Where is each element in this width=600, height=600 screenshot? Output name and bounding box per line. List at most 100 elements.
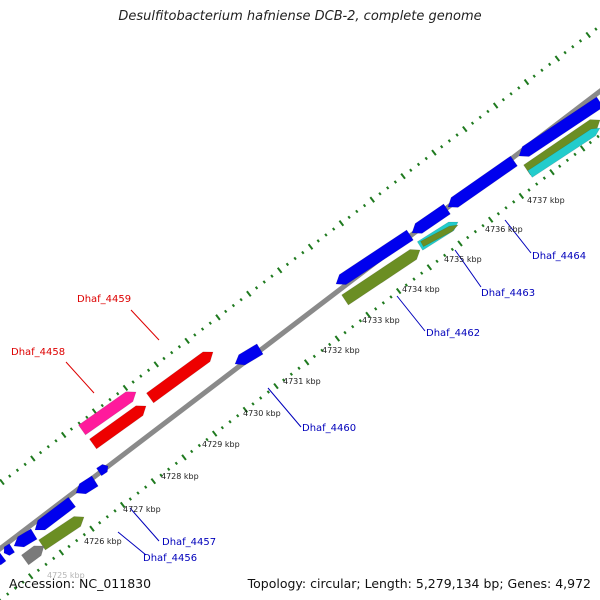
outer-tick: [517, 86, 521, 90]
outer-tick: [386, 186, 390, 190]
inner-tick: [351, 324, 355, 329]
inner-tick: [558, 164, 562, 168]
scale-label: 4727 kbp: [123, 505, 161, 514]
gene-label-dhaf-4456[interactable]: Dhaf_4456: [143, 553, 198, 564]
outer-tick: [571, 45, 575, 49]
label-connector: [504, 219, 532, 254]
scale-label: 4729 kbp: [202, 440, 240, 449]
inner-tick: [334, 335, 341, 342]
inner-tick: [565, 158, 570, 163]
gene-arrow-dhaf-4456: [21, 545, 45, 566]
inner-tick: [159, 473, 163, 477]
inner-tick: [535, 182, 539, 186]
gene-arrow: [527, 127, 600, 178]
outer-tick: [447, 139, 452, 143]
outer-tick: [170, 350, 174, 355]
scale-label: 4731 kbp: [283, 377, 321, 386]
outer-tick: [393, 180, 398, 184]
outer-tick: [416, 162, 421, 167]
outer-tick: [69, 427, 74, 431]
outer-tick: [8, 474, 12, 478]
outer-tick: [246, 290, 252, 297]
inner-tick: [374, 307, 378, 311]
inner-tick: [67, 544, 71, 549]
outer-tick: [54, 439, 58, 443]
scale-label: 4736 kbp: [485, 225, 523, 234]
outer-tick: [262, 280, 266, 284]
gene-arrow: [34, 496, 77, 531]
scale-label: 4734 kbp: [402, 285, 440, 294]
outer-tick: [276, 267, 283, 274]
scale-label: 4725 kbp: [47, 571, 85, 580]
scale-label: 4737 kbp: [527, 196, 565, 205]
outer-tick: [424, 156, 428, 161]
outer-tick: [177, 345, 182, 349]
outer-tick: [594, 27, 598, 31]
inner-tick: [105, 515, 109, 519]
outer-tick: [431, 149, 437, 156]
inner-tick: [98, 521, 102, 525]
inner-tick: [473, 229, 477, 234]
outer-tick: [554, 55, 561, 62]
scale-labels: 4725 kbp 4726 kbp 4727 kbp 4728 kbp 4729 kbp…: [47, 196, 565, 580]
inner-tick: [496, 212, 501, 216]
gene-label-dhaf-4462[interactable]: Dhaf_4462: [426, 328, 481, 339]
inner-tick: [343, 330, 347, 335]
outer-tick: [193, 333, 197, 337]
inner-tick: [21, 580, 25, 584]
outer-tick: [184, 337, 190, 344]
outer-tick: [224, 309, 228, 314]
outer-tick: [324, 233, 328, 237]
gene-arrow: [0, 552, 7, 566]
gene-label-dhaf-4457[interactable]: Dhaf_4457: [162, 537, 217, 548]
inner-tick: [435, 259, 439, 264]
outer-tick: [77, 421, 81, 425]
outer-tick: [146, 368, 151, 372]
inner-tick: [113, 509, 117, 513]
gene-label-dhaf-4458[interactable]: Dhaf_4458: [11, 347, 66, 358]
gene-arrow: [447, 155, 518, 208]
scale-label: 4732 kbp: [322, 346, 360, 355]
outer-tick: [486, 109, 490, 114]
gene-label-dhaf-4464[interactable]: Dhaf_4464: [532, 251, 587, 262]
inner-tick: [297, 366, 301, 370]
inner-tick: [426, 264, 433, 271]
inner-tick: [389, 295, 393, 299]
outer-tick: [347, 215, 351, 220]
inner-tick: [144, 485, 148, 489]
inner-tick: [487, 216, 494, 223]
outer-tick: [285, 262, 290, 267]
inner-tick: [381, 301, 385, 305]
gene-arrow-dhaf-4458: [78, 391, 137, 436]
outer-tick: [509, 92, 513, 96]
scale-label: 4733 kbp: [362, 316, 400, 325]
inner-tick: [89, 525, 95, 532]
inner-tick: [512, 200, 516, 204]
label-connector: [267, 387, 302, 428]
gene-label-dhaf-4460[interactable]: Dhaf_4460: [302, 423, 357, 434]
inner-tick: [242, 406, 249, 414]
gene-label-dhaf-4459[interactable]: Dhaf_4459: [77, 294, 132, 305]
outer-tick: [200, 327, 205, 331]
outer-tick: [369, 196, 375, 203]
outer-tick: [478, 115, 482, 120]
gene-arrow: [13, 528, 38, 548]
outer-tick: [440, 145, 444, 149]
outer-tick: [523, 78, 530, 86]
outer-tick: [492, 102, 499, 109]
label-connector: [454, 249, 482, 288]
inner-tick: [320, 348, 324, 353]
outer-tick: [60, 431, 67, 439]
gene-label-dhaf-4463[interactable]: Dhaf_4463: [481, 288, 536, 299]
outer-tick: [100, 403, 104, 408]
outer-tick: [578, 39, 583, 43]
outer-tick: [239, 297, 243, 302]
inner-tick: [251, 402, 255, 406]
scale-label: 4726 kbp: [84, 537, 122, 546]
gene-arrow-dhaf-4462: [341, 249, 421, 306]
inner-tick: [167, 467, 171, 471]
gene-arrow-dhaf-4459: [146, 351, 214, 404]
inner-tick: [395, 287, 402, 295]
outer-tick: [30, 455, 36, 462]
scale-label: 4728 kbp: [161, 472, 199, 481]
